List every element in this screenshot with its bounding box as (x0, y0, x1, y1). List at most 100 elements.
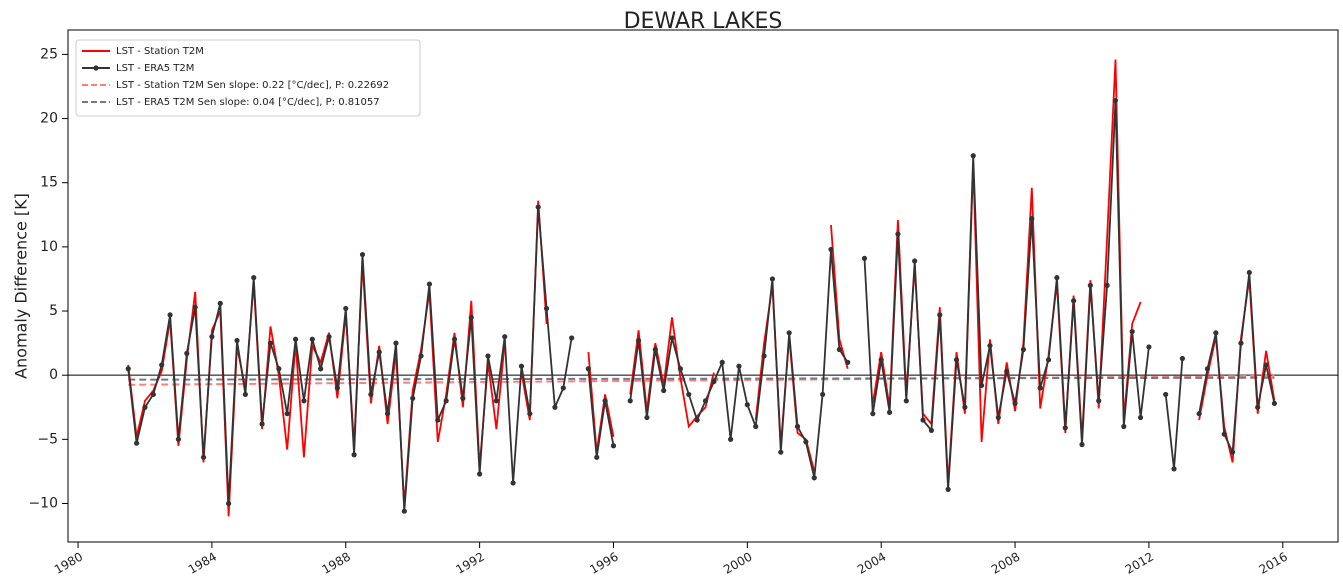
x-tick-label: 1996 (587, 550, 620, 577)
data-point (485, 353, 491, 359)
data-point (1112, 97, 1119, 104)
data-point (376, 349, 382, 355)
data-point (585, 366, 591, 372)
data-point (493, 398, 499, 404)
data-point (744, 402, 750, 408)
data-point (1062, 425, 1068, 431)
data-point (552, 404, 558, 410)
data-point (1020, 346, 1027, 353)
data-point (242, 391, 248, 398)
data-point (870, 411, 876, 417)
trend-line (128, 374, 1275, 386)
y-tick-label: −10 (28, 496, 58, 512)
data-point (978, 382, 985, 389)
legend-label: LST - ERA5 T2M (116, 63, 194, 74)
data-point (912, 258, 918, 264)
x-tick-label: 1988 (320, 550, 353, 577)
data-point (610, 443, 617, 449)
data-point (359, 251, 366, 258)
data-point (150, 391, 156, 398)
data-point (1087, 282, 1093, 288)
data-point (451, 336, 458, 342)
data-point (761, 353, 767, 359)
data-point (142, 404, 148, 410)
data-point (125, 366, 131, 372)
data-point (602, 398, 608, 404)
data-point (778, 449, 784, 455)
data-point (920, 417, 926, 423)
data-point (970, 153, 976, 159)
data-point (1171, 466, 1177, 472)
data-point (560, 385, 566, 391)
data-point (1096, 398, 1102, 404)
data-point (928, 427, 934, 433)
data-point (1271, 400, 1278, 407)
data-point (828, 246, 834, 253)
data-point (736, 363, 742, 369)
y-tick-label: 10 (40, 239, 58, 255)
data-point (694, 417, 700, 423)
data-point (1221, 431, 1227, 437)
data-point (820, 391, 826, 398)
data-point (594, 454, 600, 460)
data-point (1071, 298, 1077, 304)
data-point (518, 363, 525, 369)
data-point (192, 304, 198, 310)
data-point (343, 305, 349, 312)
data-point (786, 330, 792, 336)
data-point (1146, 344, 1152, 350)
data-point (184, 350, 190, 356)
data-point (1045, 357, 1052, 363)
data-point (1163, 391, 1169, 398)
legend-label: LST - ERA5 T2M Sen slope: 0.04 [°C/dec],… (116, 97, 380, 108)
data-point (794, 423, 801, 430)
data-point (351, 452, 357, 458)
data-point (677, 366, 684, 372)
data-point (1204, 366, 1211, 372)
data-point (1246, 269, 1252, 276)
x-tick-label: 2008 (989, 550, 1022, 577)
data-point (1263, 362, 1269, 368)
data-point (477, 471, 483, 477)
data-point (1004, 368, 1010, 374)
data-point (384, 411, 391, 417)
series-line (127, 59, 1276, 517)
data-point (527, 411, 533, 417)
data-point (393, 340, 399, 346)
x-tick-label: 2004 (855, 550, 888, 577)
data-point (259, 421, 265, 427)
data-point (1229, 449, 1236, 455)
series-line (127, 100, 1276, 512)
data-point (953, 357, 960, 363)
legend-label: LST - Station T2M Sen slope: 0.22 [°C/de… (116, 80, 389, 91)
data-point (652, 346, 658, 353)
data-point (167, 312, 173, 318)
data-point (1129, 328, 1135, 335)
legend-label: LST - Station T2M (116, 46, 204, 57)
data-point (1238, 340, 1244, 346)
data-point (702, 398, 709, 404)
data-point (276, 366, 282, 372)
x-tick-label: 1980 (52, 550, 85, 577)
data-point (1213, 330, 1219, 336)
y-tick-label: −5 (37, 431, 58, 447)
data-point (1255, 404, 1261, 410)
data-point (627, 398, 633, 404)
data-point (878, 357, 884, 363)
data-point (209, 334, 215, 340)
data-point (728, 436, 734, 442)
data-point (326, 334, 332, 340)
data-point (1029, 216, 1035, 222)
data-point (251, 275, 257, 281)
data-point (301, 398, 307, 404)
data-point (962, 404, 968, 410)
data-point (226, 500, 232, 507)
data-point (502, 334, 508, 340)
data-point (1137, 414, 1144, 421)
data-point (711, 378, 717, 385)
data-point (1079, 441, 1085, 448)
data-point (1104, 282, 1110, 288)
data-point (510, 480, 516, 486)
y-tick-label: 15 (40, 175, 58, 191)
